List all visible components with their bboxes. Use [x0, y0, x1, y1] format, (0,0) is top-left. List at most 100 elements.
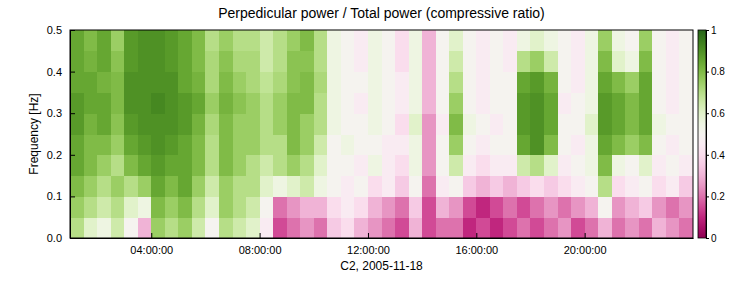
heatmap-cell	[530, 155, 544, 176]
heatmap-cell	[571, 155, 585, 176]
heatmap-cell	[124, 217, 138, 238]
heatmap-cell	[138, 30, 152, 51]
colorbar-axis-tick-mark	[706, 155, 709, 156]
heatmap-cell	[436, 176, 450, 197]
heatmap-cell	[70, 72, 84, 93]
heatmap-cell	[111, 92, 125, 113]
heatmap-cell	[233, 30, 247, 51]
heatmap-cell	[585, 134, 599, 155]
plot-frame	[70, 30, 693, 238]
heatmap-cell	[490, 30, 504, 51]
heatmap-cell	[273, 196, 287, 217]
heatmap-cell	[327, 217, 341, 238]
heatmap-cell	[666, 217, 680, 238]
chart: 04:00:0008:00:0012:00:0016:00:0020:00:00…	[0, 0, 750, 300]
heatmap-cell	[625, 51, 639, 72]
heatmap-cell	[422, 217, 436, 238]
heatmap-cell	[639, 72, 653, 93]
heatmap-cell	[598, 30, 612, 51]
heatmap-cell	[178, 30, 192, 51]
heatmap-cell	[409, 196, 423, 217]
heatmap-cell	[449, 30, 463, 51]
heatmap-cell	[666, 155, 680, 176]
heatmap-cell	[300, 51, 314, 72]
heatmap-cell	[368, 30, 382, 51]
heatmap-cell	[503, 196, 517, 217]
heatmap-cell	[368, 217, 382, 238]
heatmap-cell	[368, 196, 382, 217]
colorbar-axis-tick-mark	[706, 72, 709, 73]
heatmap-cell	[558, 176, 572, 197]
colorbar-axis-tick-mark	[706, 196, 709, 197]
heatmap-cell	[558, 155, 572, 176]
heatmap-cell	[449, 217, 463, 238]
heatmap-cell	[652, 92, 666, 113]
heatmap-cell	[585, 155, 599, 176]
heatmap-cell	[246, 196, 260, 217]
heatmap-cell	[111, 51, 125, 72]
y-axis-tick: 0.4	[47, 66, 75, 78]
heatmap-cell	[246, 72, 260, 93]
heatmap-cell	[476, 51, 490, 72]
heatmap-cell	[463, 155, 477, 176]
heatmap-cell	[571, 217, 585, 238]
heatmap-cell	[300, 134, 314, 155]
heatmap-cell	[517, 113, 531, 134]
heatmap-cell	[612, 72, 626, 93]
y-axis-tick: 0.3	[47, 107, 75, 119]
heatmap-cell	[422, 113, 436, 134]
heatmap-cell	[652, 134, 666, 155]
heatmap-cell	[151, 92, 165, 113]
y-axis-tick-mark	[70, 196, 75, 197]
heatmap-cell	[84, 113, 98, 134]
heatmap-cell	[395, 176, 409, 197]
heatmap-cell	[558, 92, 572, 113]
heatmap-cell	[679, 176, 693, 197]
heatmap-cell	[341, 134, 355, 155]
heatmap-cell	[246, 134, 260, 155]
heatmap-cell	[111, 155, 125, 176]
heatmap-cell	[287, 217, 301, 238]
heatmap-cell	[652, 196, 666, 217]
colorbar	[698, 30, 706, 238]
heatmap-cell	[192, 92, 206, 113]
heatmap-cell	[666, 176, 680, 197]
heatmap-cell	[97, 72, 111, 93]
heatmap-cell	[530, 134, 544, 155]
heatmap-cell	[598, 217, 612, 238]
heatmap-cell	[409, 51, 423, 72]
y-axis-tick-label: 0.2	[47, 149, 62, 161]
heatmap-cell	[585, 51, 599, 72]
heatmap-cell	[205, 155, 219, 176]
colorbar-axis-tick: 0	[706, 233, 717, 244]
x-axis-tick-mark	[368, 233, 369, 238]
heatmap-cell	[97, 51, 111, 72]
heatmap-cell	[598, 134, 612, 155]
heatmap-cell	[111, 134, 125, 155]
colorbar-axis-tick-label: 1	[711, 25, 717, 36]
heatmap-cell	[287, 176, 301, 197]
heatmap-cell	[639, 176, 653, 197]
colorbar-axis-tick-mark	[706, 238, 709, 239]
heatmap-cell	[192, 72, 206, 93]
heatmap-cell	[300, 72, 314, 93]
heatmap-cell	[111, 72, 125, 93]
x-axis-title: C2, 2005-11-18	[340, 259, 423, 273]
heatmap-cell	[571, 51, 585, 72]
heatmap-cell	[571, 134, 585, 155]
heatmap-cell	[341, 72, 355, 93]
heatmap-cell	[530, 92, 544, 113]
heatmap-cell	[544, 176, 558, 197]
heatmap-cell	[368, 176, 382, 197]
heatmap-cell	[97, 92, 111, 113]
heatmap-cell	[219, 196, 233, 217]
x-axis-tick: 08:00:00	[239, 233, 282, 256]
heatmap-cell	[382, 134, 396, 155]
heatmap-cell	[652, 217, 666, 238]
heatmap-cell	[205, 92, 219, 113]
heatmap-cell	[314, 176, 328, 197]
heatmap-cell	[517, 51, 531, 72]
x-axis-tick-label: 12:00:00	[347, 244, 390, 256]
heatmap-cell	[138, 92, 152, 113]
heatmap-cell	[476, 30, 490, 51]
